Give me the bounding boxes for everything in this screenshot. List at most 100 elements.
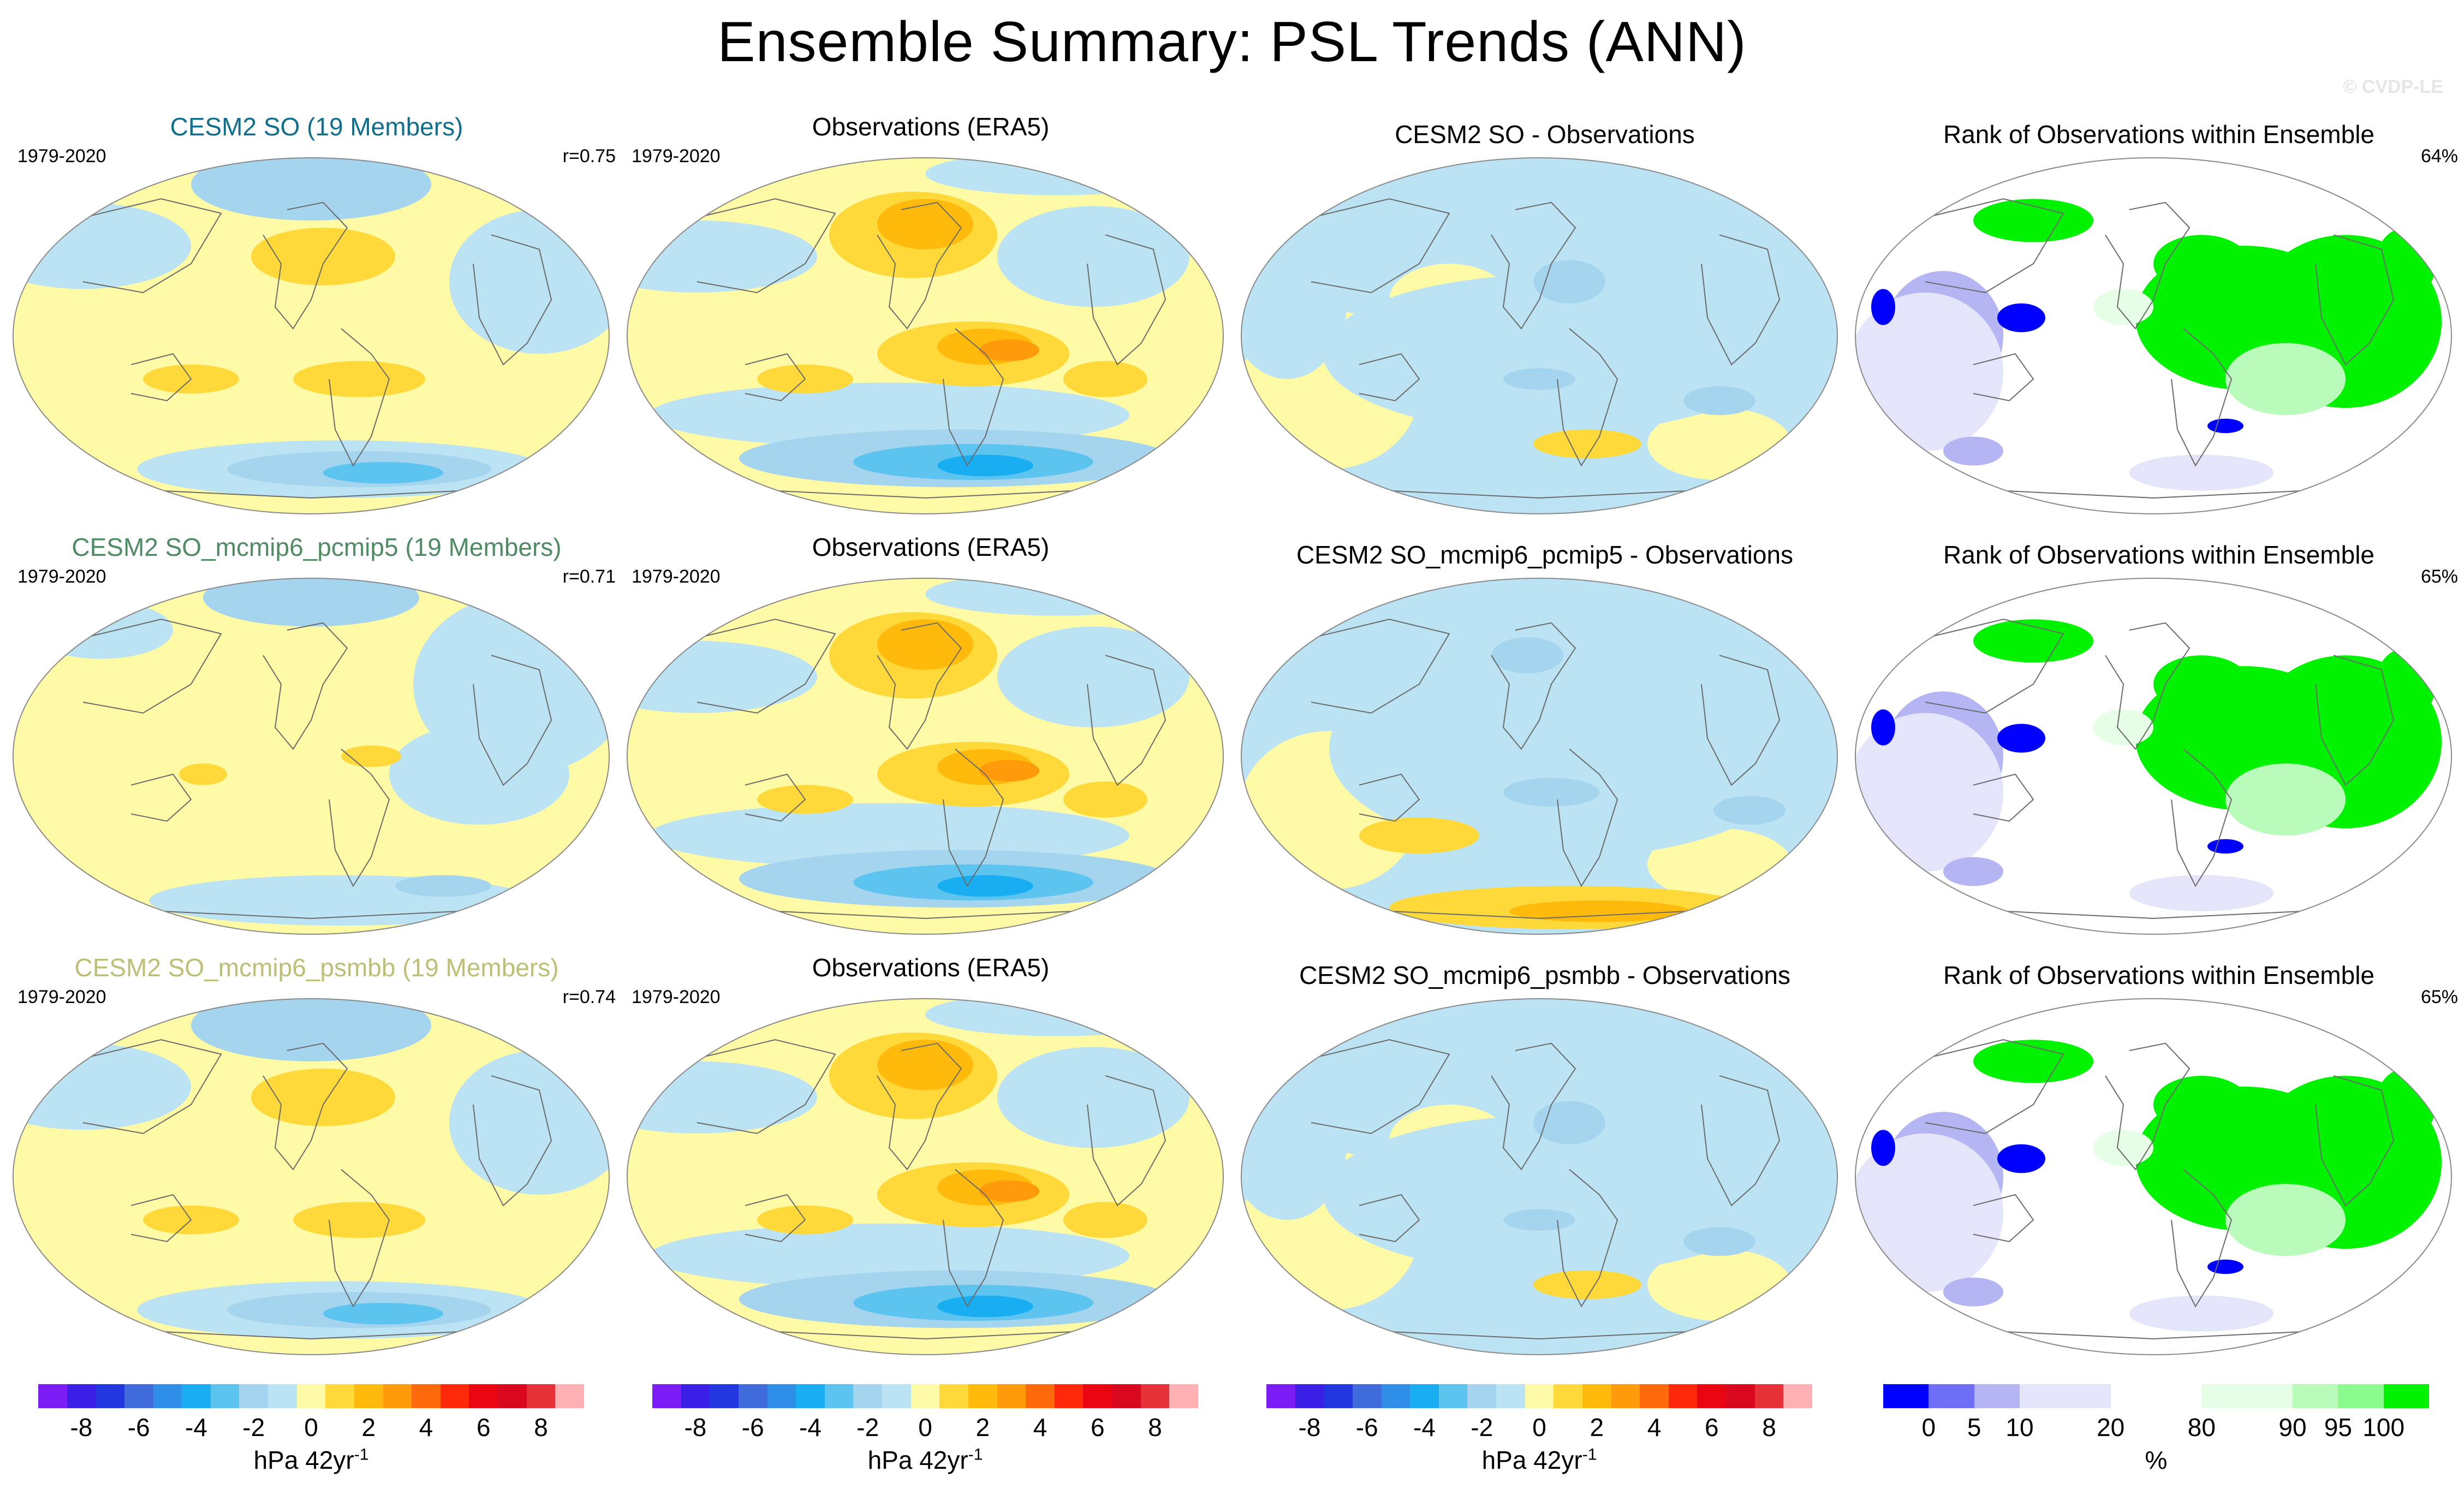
colorbar-swatch — [268, 1384, 297, 1408]
rank-region — [1997, 723, 2045, 753]
coastline — [1973, 773, 2034, 822]
map-outline — [627, 157, 1224, 514]
coastline — [1491, 1042, 1576, 1171]
trend-region — [997, 206, 1189, 307]
rank-region — [2153, 1076, 2249, 1134]
rank-region — [1943, 1277, 2003, 1307]
rank-region — [2207, 839, 2243, 854]
rank-region — [1943, 436, 2003, 466]
coastline — [1973, 353, 2034, 401]
colorbar-swatch — [239, 1384, 268, 1408]
coastline — [2315, 655, 2395, 786]
trend-region — [1533, 1270, 1641, 1300]
trend-region — [877, 619, 973, 670]
colorbar-swatch — [1783, 1384, 1812, 1408]
colorbar-swatch — [440, 1384, 469, 1408]
colorbar-swatch — [1352, 1384, 1382, 1408]
coastline — [160, 490, 462, 499]
trend-region — [1533, 429, 1641, 459]
trend-region — [191, 999, 431, 1061]
coastline — [2105, 201, 2191, 330]
rank-region — [1855, 292, 2003, 452]
coastline — [2171, 1169, 2233, 1308]
panel-title: CESM2 SO_mcmip6_psmbb (19 Members) — [74, 953, 559, 982]
map-outline — [1241, 157, 1838, 514]
trend-region — [1359, 817, 1479, 854]
rank-region — [2153, 235, 2249, 293]
rank-region — [2129, 1295, 2273, 1332]
coastline — [329, 749, 390, 887]
coastline — [130, 1194, 192, 1242]
colorbar-units-label: hPa 42yr-1 — [38, 1445, 584, 1475]
rank-region — [2093, 1130, 2153, 1166]
colorbar-tick-label: 4 — [1647, 1413, 1662, 1441]
colorbar-tick-label: 10 — [2005, 1413, 2034, 1441]
colorbar-swatch — [1883, 1384, 1929, 1408]
trend-region — [1533, 1101, 1605, 1144]
trend-region — [449, 210, 609, 354]
rank-region — [2207, 1259, 2243, 1274]
colorbar-swatch — [412, 1384, 441, 1408]
colorbar-tick-label: 6 — [476, 1413, 491, 1441]
coastline — [1913, 198, 2064, 293]
units-exponent: -1 — [968, 1445, 983, 1464]
colorbar-swatch — [1640, 1384, 1669, 1408]
coastline — [2003, 490, 2304, 499]
colorbar-swatch — [652, 1384, 681, 1408]
trend-region — [877, 1040, 973, 1090]
colorbar-swatch — [2293, 1384, 2338, 1408]
credit-watermark: © CVDP-LE — [2343, 76, 2443, 97]
trend-region — [251, 228, 395, 286]
rank-region — [2225, 763, 2346, 836]
coastline — [2003, 910, 2304, 919]
trend-region — [1063, 361, 1147, 398]
map-outline — [1241, 998, 1838, 1355]
map-outline — [13, 578, 610, 935]
colorbar-swatch — [2338, 1384, 2384, 1408]
coastline — [685, 198, 836, 293]
colorbar-tick-label: -8 — [684, 1413, 707, 1441]
colorbar-swatch — [96, 1384, 124, 1408]
coastline — [160, 910, 462, 919]
colorbar-swatch — [469, 1384, 498, 1408]
trend-region — [389, 723, 569, 825]
colorbar-tick-label: -6 — [741, 1413, 764, 1441]
map-outline — [13, 998, 610, 1355]
map-outline — [13, 157, 610, 514]
panel-r3c1: CESM2 SO_mcmip6_psmbb (19 Members) 1979-2… — [11, 953, 622, 1368]
panel-r1c4: Rank of Observations within Ensemble 64% — [1853, 112, 2464, 527]
colorbar-tick-label: -6 — [1355, 1413, 1378, 1441]
coastline — [943, 1169, 1004, 1308]
trend-region — [1383, 195, 1479, 224]
rank-region — [2153, 655, 2249, 713]
trend-region — [323, 1303, 443, 1325]
coastline — [329, 1169, 390, 1308]
period-label: 1979-2020 — [17, 566, 106, 587]
coastline — [160, 1331, 462, 1340]
trend-region — [1323, 1115, 1779, 1274]
trend-region — [937, 875, 1033, 897]
colorbar-swatch — [2383, 1384, 2429, 1408]
colorbar-swatch — [1169, 1384, 1198, 1408]
colorbar-cb2: -8 -6 -4 -2 0 2 4 6 8 hPa 42yr-1 — [652, 1384, 1198, 1482]
colorbar-tick-label: 95 — [2324, 1413, 2352, 1441]
colorbar-tick-label: -4 — [799, 1413, 822, 1441]
map-diff — [1241, 157, 1838, 514]
coastline — [2171, 328, 2233, 467]
panel-r3c4: Rank of Observations within Ensemble 65% — [1853, 953, 2464, 1368]
trend-region — [1509, 900, 1689, 922]
map-diff2 — [1241, 578, 1838, 935]
period-label: 1979-2020 — [17, 987, 106, 1007]
colorbar-units-label: hPa 42yr-1 — [1266, 1445, 1812, 1475]
rank-region — [1855, 1133, 2003, 1292]
colorbar-tick-label: 0 — [1532, 1413, 1546, 1441]
coastline — [263, 622, 348, 750]
map-rank — [1855, 998, 2452, 1355]
trend-region — [997, 1047, 1189, 1148]
coastline — [1701, 655, 1781, 786]
panel-title: CESM2 SO_mcmip6_pcmip5 - Observations — [1296, 541, 1794, 569]
coastline — [1087, 1075, 1166, 1207]
colorbar-swatch — [1112, 1384, 1141, 1408]
units-exponent: -1 — [1582, 1445, 1597, 1464]
trend-region — [937, 1295, 1033, 1318]
